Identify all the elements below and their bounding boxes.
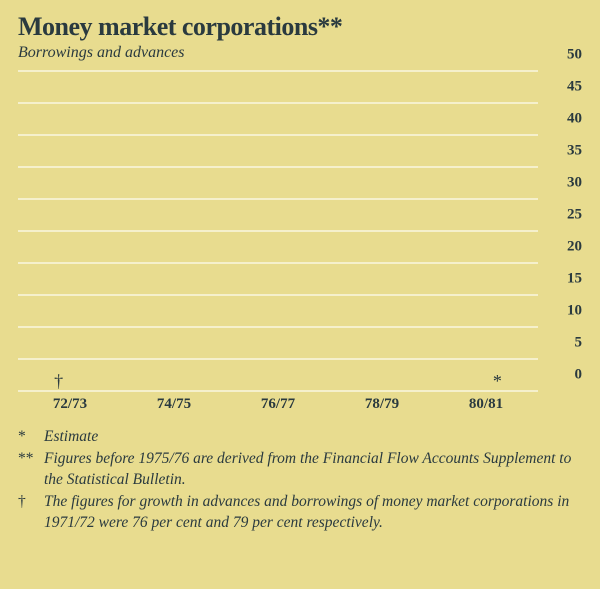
grid-line (18, 102, 538, 104)
grid-line (18, 262, 538, 264)
chart-subtitle: Borrowings and advances (18, 44, 582, 62)
bars-container: †* (18, 72, 538, 392)
grid-line (18, 358, 538, 360)
axis-break-mark (47, 392, 71, 397)
y-tick-label: 25 (567, 207, 582, 224)
y-tick-label: 20 (567, 239, 582, 256)
footnote-text: Estimate (44, 427, 582, 448)
bar-annotation: † (54, 372, 63, 392)
footnote-text: The figures for growth in advances and b… (44, 492, 582, 534)
x-tick-label: 78/79 (330, 396, 434, 413)
x-axis: 72/7374/7576/7778/7980/81 (18, 396, 582, 413)
grid-line (18, 294, 538, 296)
bar-annotation: * (493, 372, 502, 392)
footnote: *Estimate (18, 427, 582, 448)
plot-area: †* (18, 72, 538, 392)
y-tick-label: 40 (567, 111, 582, 128)
y-tick-label: 0 (575, 367, 583, 384)
footnote-symbol: † (18, 492, 44, 534)
grid-line (18, 166, 538, 168)
footnote: **Figures before 1975/76 are derived fro… (18, 449, 582, 491)
grid-line (18, 326, 538, 328)
grid-line (18, 390, 538, 392)
y-tick-label: 5 (575, 335, 583, 352)
grid-line (18, 70, 538, 72)
x-tick-label: 72/73 (18, 396, 122, 413)
y-tick-label: 45 (567, 79, 582, 96)
footnote-text: Figures before 1975/76 are derived from … (44, 449, 582, 491)
y-tick-label: 35 (567, 143, 582, 160)
footnote-symbol: ** (18, 449, 44, 491)
axis-break-mark (25, 392, 49, 397)
chart-title: Money market corporations** (18, 12, 582, 42)
grid-line (18, 134, 538, 136)
y-tick-label: 30 (567, 175, 582, 192)
grid-line (18, 230, 538, 232)
x-tick-label: 80/81 (434, 396, 538, 413)
x-tick-label: 74/75 (122, 396, 226, 413)
footnote-symbol: * (18, 427, 44, 448)
grid-line (18, 198, 538, 200)
footnote: †The figures for growth in advances and … (18, 492, 582, 534)
y-tick-label: 50 (567, 47, 582, 64)
footnotes: *Estimate**Figures before 1975/76 are de… (18, 427, 582, 534)
y-axis: 05101520253035404550 (546, 72, 582, 392)
y-tick-label: 15 (567, 271, 582, 288)
x-tick-label: 76/77 (226, 396, 330, 413)
y-tick-label: 10 (567, 303, 582, 320)
chart: †* 05101520253035404550 (18, 72, 582, 392)
